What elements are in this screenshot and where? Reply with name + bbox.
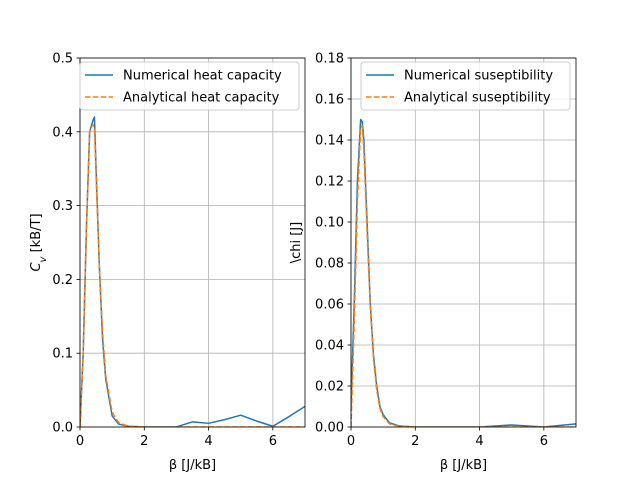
- axes-frame: [79, 57, 306, 428]
- x-tick-label: 4: [204, 434, 212, 449]
- heat-capacity-chart: 0 2 4 6 0.0 0.1 0.2 0.3 0.4 0.5 β [J/kB] Cv [kB/T] N…: [29, 52, 306, 473]
- y-tick-label: 0.14: [315, 134, 344, 149]
- series-line-numerical: [80, 116, 305, 427]
- y-tick-label: 0.02: [315, 380, 344, 395]
- y-axis-label: \chi [J]: [289, 222, 304, 264]
- x-axis-label: β [J/kB]: [169, 458, 216, 473]
- legend-label: Analytical suseptibility: [404, 91, 551, 106]
- y-tick-label: 0.2: [52, 273, 73, 288]
- y-tick-label: 0.3: [52, 199, 73, 214]
- legend: Numerical heat capacity Analytical heat c…: [79, 61, 300, 111]
- x-tick-label: 2: [411, 434, 419, 449]
- series-line-analytical: [80, 123, 305, 427]
- y-tick-label: 0.06: [315, 298, 344, 313]
- susceptibility-chart: 0 2 4 6 0.00 0.02 0.04 0.06 0.08 0.10 0.12 0.14 0.16…: [289, 52, 577, 473]
- x-tick-label: 0: [347, 434, 355, 449]
- plot-area: [351, 58, 576, 427]
- y-tick-label: 0.5: [52, 52, 73, 67]
- legend-box: [360, 61, 571, 111]
- plot-area: [80, 58, 305, 427]
- axes-frame: [350, 57, 577, 428]
- x-axis-label: β [J/kB]: [440, 458, 487, 473]
- x-tick-label: 2: [140, 434, 148, 449]
- legend: Numerical suseptibility Analytical susept…: [360, 61, 571, 111]
- y-tick-label: 0.08: [315, 257, 344, 272]
- legend-label: Numerical suseptibility: [404, 69, 553, 84]
- y-tick-label: 0.00: [315, 421, 344, 436]
- x-tick-label: 0: [76, 434, 84, 449]
- y-tick-label: 0.16: [315, 93, 344, 108]
- legend-label: Analytical heat capacity: [123, 91, 280, 106]
- y-axis-label: Cv [kB/T]: [29, 213, 49, 271]
- y-tick-label: 0.4: [52, 125, 73, 140]
- x-tick-label: 4: [475, 434, 483, 449]
- y-tick-label: 0.12: [315, 175, 344, 190]
- y-tick-label: 0.0: [52, 421, 73, 436]
- x-tick-label: 6: [269, 434, 277, 449]
- legend-label: Numerical heat capacity: [123, 69, 282, 84]
- legend-box: [79, 61, 300, 111]
- y-tick-label: 0.18: [315, 52, 344, 67]
- y-tick-label: 0.04: [315, 339, 344, 354]
- y-tick-label: 0.10: [315, 216, 344, 231]
- x-tick-label: 6: [540, 434, 548, 449]
- y-tick-label: 0.1: [52, 347, 73, 362]
